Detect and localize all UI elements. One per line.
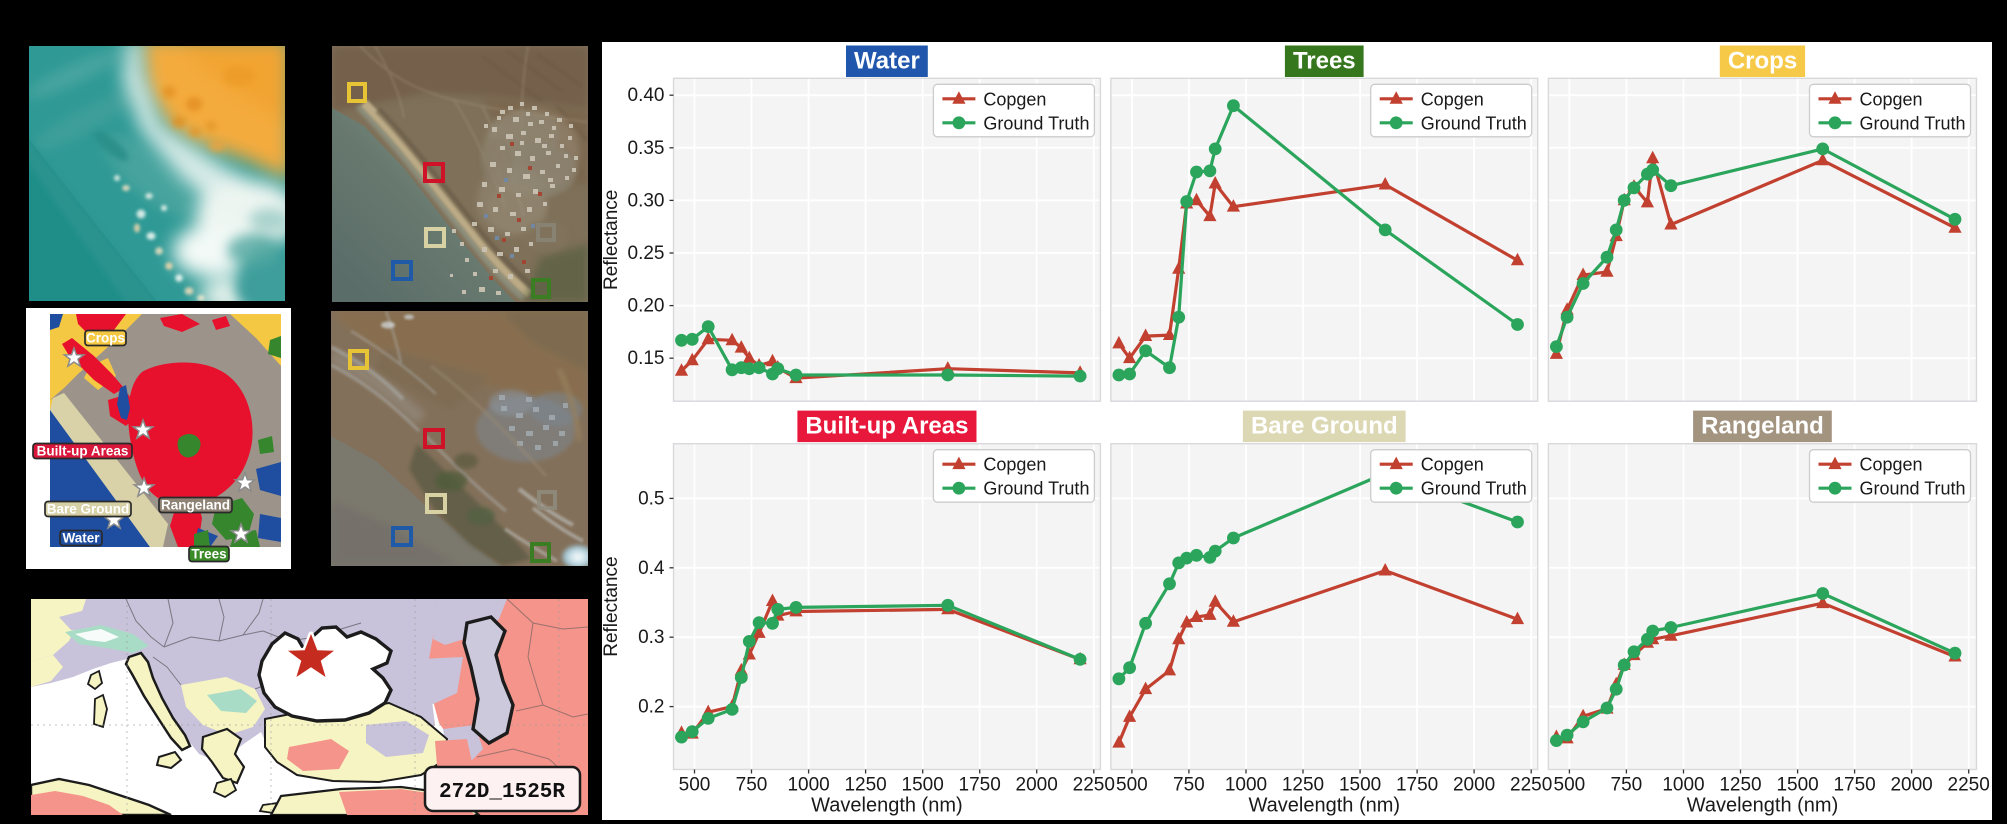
svg-text:750: 750 [1173,775,1205,796]
svg-text:0.4: 0.4 [638,558,665,579]
svg-text:Built-up Areas: Built-up Areas [805,413,968,440]
svg-text:500: 500 [679,775,711,796]
svg-text:0.3: 0.3 [638,627,664,648]
svg-text:750: 750 [736,775,768,796]
svg-text:Rangeland: Rangeland [161,498,230,513]
svg-text:1000: 1000 [1662,775,1704,796]
svg-text:Bare Ground: Bare Ground [47,502,130,517]
svg-text:2000: 2000 [1016,775,1058,796]
svg-text:272D_1525R: 272D_1525R [439,781,565,804]
svg-text:Bare Ground: Bare Ground [1251,413,1398,440]
svg-text:0.5: 0.5 [638,488,664,509]
svg-text:500: 500 [1116,775,1148,796]
svg-text:Copgen: Copgen [983,89,1046,109]
svg-text:1000: 1000 [787,775,829,796]
svg-text:0.35: 0.35 [628,138,665,159]
svg-text:2250: 2250 [1073,775,1115,796]
svg-text:0.40: 0.40 [628,85,665,106]
svg-text:Built-up Areas: Built-up Areas [37,444,129,459]
svg-text:1500: 1500 [902,775,944,796]
svg-text:2250: 2250 [1948,775,1990,796]
svg-text:Copgen: Copgen [1421,455,1484,475]
svg-text:Copgen: Copgen [1860,455,1923,475]
svg-text:Copgen: Copgen [1860,89,1923,109]
svg-text:1500: 1500 [1339,775,1381,796]
svg-text:Trees: Trees [191,547,226,562]
svg-text:Ground Truth: Ground Truth [1421,113,1527,133]
svg-text:Crops: Crops [1728,48,1797,75]
svg-text:Reflectance: Reflectance [602,190,622,290]
svg-text:1250: 1250 [1282,775,1324,796]
svg-text:Crops: Crops [86,331,125,346]
svg-text:Wavelength (nm): Wavelength (nm) [811,795,963,817]
svg-text:1000: 1000 [1225,775,1267,796]
svg-text:0.25: 0.25 [628,243,665,264]
svg-text:0.20: 0.20 [628,296,665,317]
svg-text:500: 500 [1554,775,1586,796]
svg-text:1250: 1250 [1719,775,1761,796]
svg-text:2000: 2000 [1890,775,1932,796]
svg-text:Copgen: Copgen [1421,89,1484,109]
svg-text:1250: 1250 [844,775,886,796]
svg-text:1750: 1750 [1396,775,1438,796]
svg-text:Ground Truth: Ground Truth [1421,479,1527,499]
svg-text:750: 750 [1611,775,1643,796]
svg-text:Water: Water [62,531,100,546]
svg-text:Wavelength (nm): Wavelength (nm) [1687,795,1839,817]
svg-text:1750: 1750 [959,775,1001,796]
svg-text:Ground Truth: Ground Truth [1860,113,1966,133]
svg-text:0.2: 0.2 [638,697,664,718]
svg-text:Trees: Trees [1293,48,1356,75]
svg-text:2250: 2250 [1510,775,1552,796]
svg-text:Ground Truth: Ground Truth [983,479,1089,499]
svg-text:2000: 2000 [1453,775,1495,796]
svg-text:Rangeland: Rangeland [1701,413,1824,440]
svg-text:Wavelength (nm): Wavelength (nm) [1249,795,1401,817]
svg-text:1750: 1750 [1833,775,1875,796]
svg-text:0.30: 0.30 [628,190,665,211]
svg-text:Ground Truth: Ground Truth [1860,479,1966,499]
svg-text:Ground Truth: Ground Truth [983,113,1089,133]
svg-text:Water: Water [854,48,920,75]
svg-text:Copgen: Copgen [983,455,1046,475]
svg-text:Reflectance: Reflectance [602,556,622,656]
svg-text:1500: 1500 [1776,775,1818,796]
svg-text:0.15: 0.15 [628,348,665,369]
